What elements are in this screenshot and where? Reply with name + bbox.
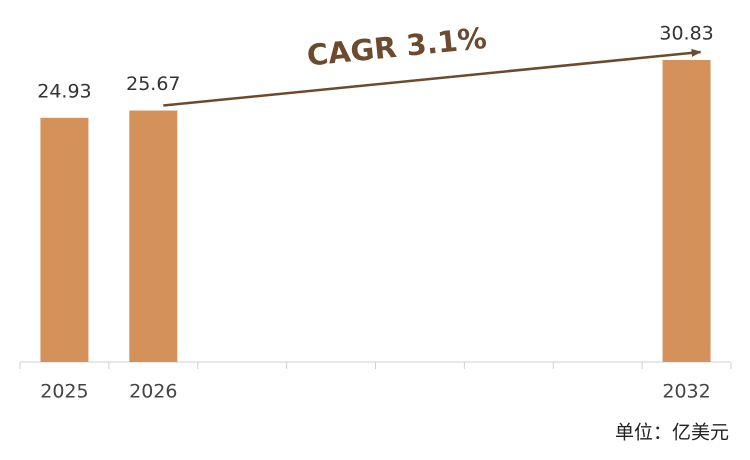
bar	[129, 110, 178, 363]
cagr-arrow	[163, 48, 702, 107]
x-tick-label: 2032	[662, 381, 710, 403]
x-tick-label: 2025	[40, 381, 88, 403]
bar	[40, 117, 89, 362]
cagr-label: CAGR 3.1%	[305, 21, 488, 73]
value-label: 25.67	[126, 73, 180, 95]
unit-note: 单位：亿美元	[615, 422, 729, 444]
value-label: 30.83	[659, 23, 713, 45]
value-label: 24.93	[37, 80, 91, 102]
bar	[662, 60, 711, 362]
x-tick-label: 2026	[129, 381, 177, 403]
